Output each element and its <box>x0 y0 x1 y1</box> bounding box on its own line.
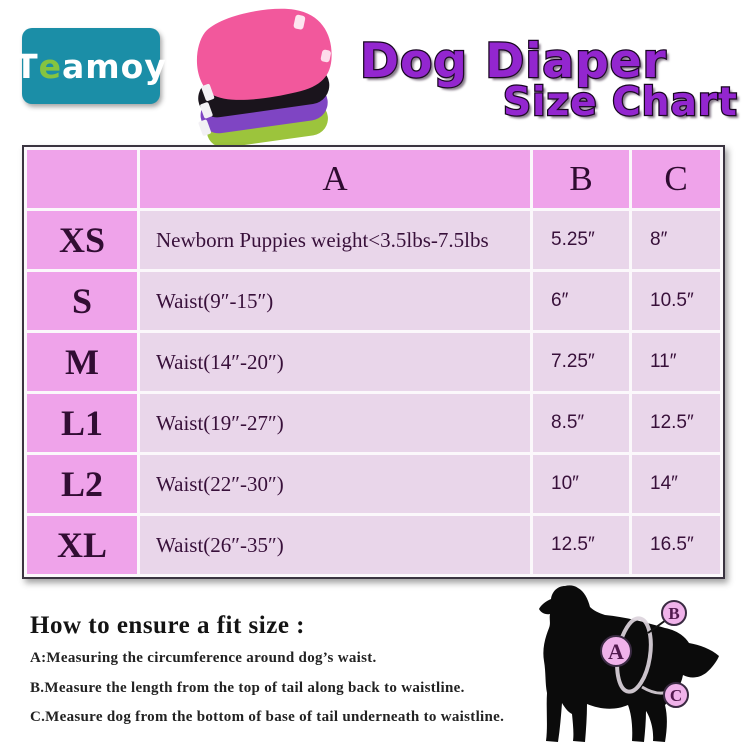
measurement-a-cell: Waist(14″-20″) <box>140 333 530 391</box>
size-table: A B C XS Newborn Puppies weight<3.5lbs-7.… <box>22 145 725 579</box>
header-cell-b: B <box>533 150 629 208</box>
measurement-b-cell: 5.25″ <box>533 211 629 269</box>
measurement-c-cell: 14″ <box>632 455 720 513</box>
measurement-a-cell: Newborn Puppies weight<3.5lbs-7.5lbs <box>140 211 530 269</box>
measurement-c-cell: 8″ <box>632 211 720 269</box>
header-cell-c: C <box>632 150 720 208</box>
measurement-b-cell: 12.5″ <box>533 516 629 574</box>
measurement-c-cell: 11″ <box>632 333 720 391</box>
marker-c-circle <box>663 682 689 708</box>
header-cell-empty <box>27 150 137 208</box>
table-row: M Waist(14″-20″) 7.25″ 11″ <box>27 333 720 391</box>
size-cell: S <box>27 272 137 330</box>
diaper-tag-icon <box>201 83 215 101</box>
title-line-2: Size Chart <box>502 79 738 127</box>
marker-a-label: A <box>608 639 624 664</box>
measurement-a-cell: Waist(19″-27″) <box>140 394 530 452</box>
size-cell: XS <box>27 211 137 269</box>
size-table-header: A B C <box>27 150 720 208</box>
dog-silhouette <box>539 585 719 742</box>
size-cell: L1 <box>27 394 137 452</box>
diaper-snap-icon <box>320 49 331 63</box>
diaper-snap-icon <box>293 14 306 30</box>
diaper-pink <box>196 8 332 100</box>
table-row: L1 Waist(19″-27″) 8.5″ 12.5″ <box>27 394 720 452</box>
fit-instruction-c: C.Measure dog from the bottom of base of… <box>30 709 505 725</box>
marker-b-label: B <box>668 604 679 623</box>
header-cell-a: A <box>140 150 530 208</box>
table-row: XL Waist(26″-35″) 12.5″ 16.5″ <box>27 516 720 574</box>
size-cell: XL <box>27 516 137 574</box>
measurement-b-cell: 8.5″ <box>533 394 629 452</box>
measurement-c-cell: 16.5″ <box>632 516 720 574</box>
marker-c-label: C <box>670 686 682 705</box>
measurement-b-cell: 10″ <box>533 455 629 513</box>
measurement-b-cell: 6″ <box>533 272 629 330</box>
logo-text-prefix: T <box>15 46 39 86</box>
title-line-1: Dog Diaper <box>359 33 667 91</box>
size-cell: M <box>27 333 137 391</box>
measurement-a-cell: Waist(9″-15″) <box>140 272 530 330</box>
measurement-c-cell: 12.5″ <box>632 394 720 452</box>
size-cell: L2 <box>27 455 137 513</box>
table-row: S Waist(9″-15″) 6″ 10.5″ <box>27 272 720 330</box>
logo-text-accent: e <box>38 46 63 86</box>
table-row: XS Newborn Puppies weight<3.5lbs-7.5lbs 5.… <box>27 211 720 269</box>
header-row: A B C <box>27 150 720 208</box>
fit-guide-heading: How to ensure a fit size : <box>30 612 305 639</box>
fit-instruction-a: A:Measuring the circumference around dog… <box>30 650 377 666</box>
measurement-c-cell: 10.5″ <box>632 272 720 330</box>
dog-measurement-diagram: A B C <box>539 585 719 742</box>
measurement-a-cell: Waist(26″-35″) <box>140 516 530 574</box>
marker-a-circle <box>600 635 632 667</box>
logo-text-suffix: amoy <box>62 46 167 86</box>
size-table-body: XS Newborn Puppies weight<3.5lbs-7.5lbs 5.… <box>27 211 720 574</box>
diaper-tag-icon <box>200 102 213 119</box>
diaper-stack-image <box>196 8 332 148</box>
fit-instruction-b: B.Measure the length from the top of tai… <box>30 680 465 696</box>
diaper-tag-icon <box>198 119 212 136</box>
table-row: L2 Waist(22″-30″) 10″ 14″ <box>27 455 720 513</box>
measurement-b-cell: 7.25″ <box>533 333 629 391</box>
measurement-a-cell: Waist(22″-30″) <box>140 455 530 513</box>
marker-b-pointer <box>647 619 667 634</box>
marker-b-circle <box>661 600 687 626</box>
